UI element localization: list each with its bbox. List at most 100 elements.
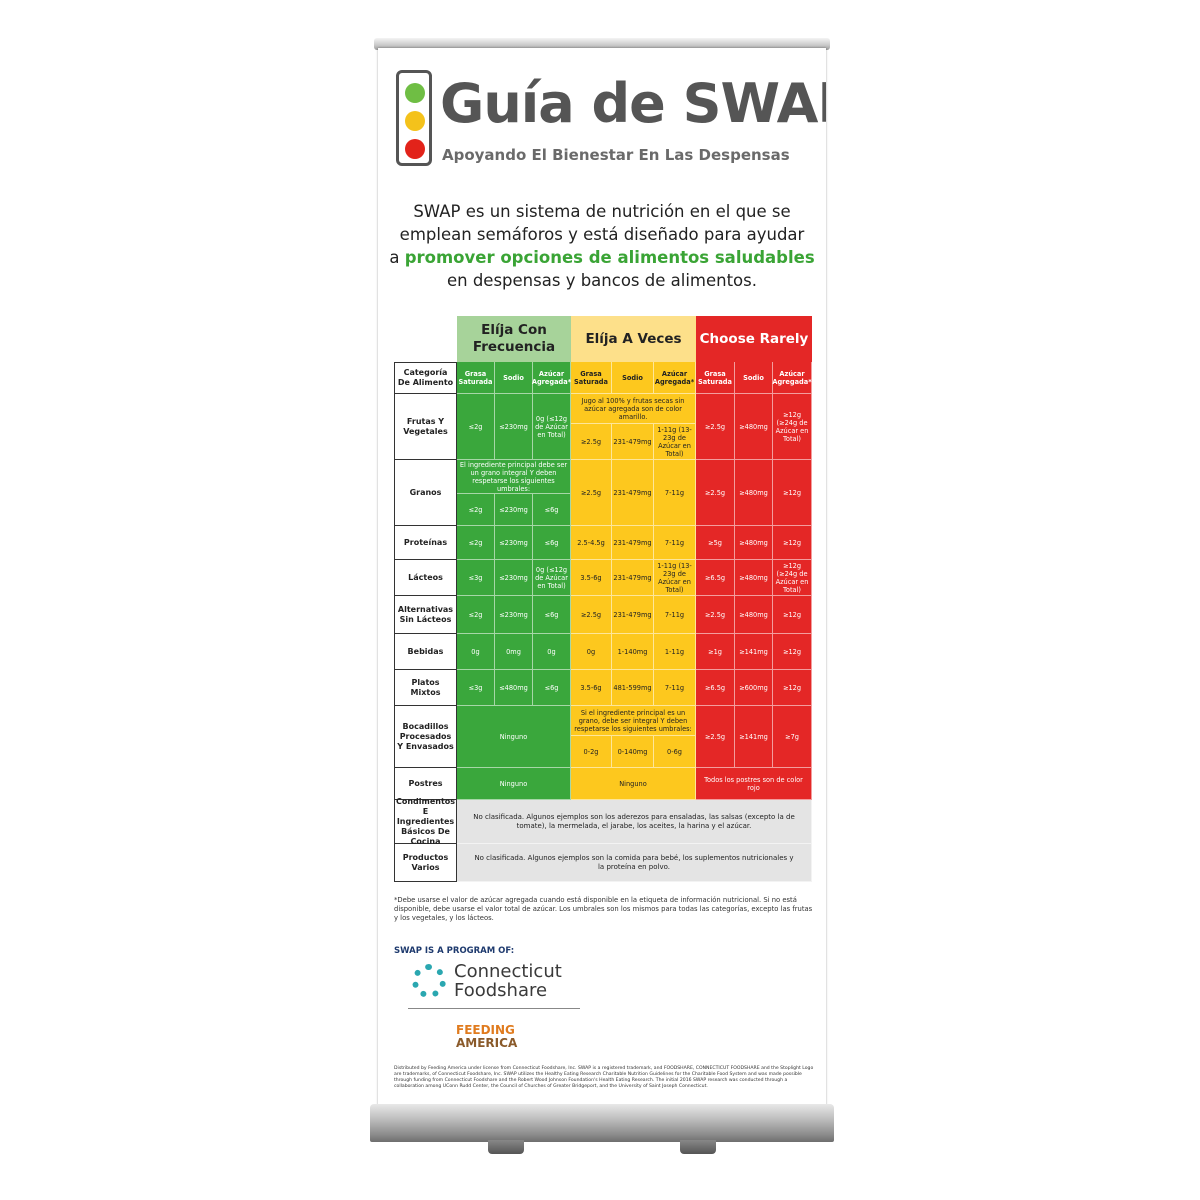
table-cell: ≥2.5g [696,706,735,768]
table-cell: ≥141mg [735,706,773,768]
table-cell: ≥2.5g [696,596,735,634]
table-cell: ≥2.5g [571,424,612,460]
table-cell: ≤230mg [495,526,533,560]
subheader-sodium: Sodio [735,362,773,394]
table-cell: 0g [571,634,612,670]
table-cell: 7-11g [654,596,696,634]
table-note: Jugo al 100% y frutas secas sin azúcar a… [571,394,696,424]
table-cell: ≤3g [457,560,495,596]
subheader-sugar: Azúcar Agregada* [772,362,812,394]
stand-foot-left [488,1140,524,1154]
row-label-lacteos: Lácteos [394,560,457,596]
table-cell: 0mg [495,634,533,670]
table-cell: ≥1g [696,634,735,670]
table-cell: 231-479mg [612,596,654,634]
program-label: SWAP IS A PROGRAM OF: [394,946,515,956]
table-cell: 1-11g (13-23g de Azúcar en Total) [654,560,696,596]
table-cell: 3.5-6g [571,560,612,596]
table-cell: ≥2.5g [571,596,612,634]
subheader-sodium: Sodio [495,362,533,394]
table-cell: 0-6g [654,736,696,768]
table-cell: ≥12g [773,526,812,560]
table-cell: 231-479mg [612,424,654,460]
table-cell: 0-140mg [612,736,654,768]
stoplight-logo [396,70,432,166]
page-subtitle: Apoyando El Bienestar En Las Despensas [442,146,790,164]
table-cell: ≤2g [457,596,495,634]
banner-stand-base [370,1104,834,1142]
subheader-fat: Grasa Saturada [696,362,735,394]
connecticut-foodshare-name: Connecticut Foodshare [454,961,562,1001]
table-cell: Ninguno [571,768,696,800]
table-cell: ≤6g [533,494,571,526]
row-label-proteinas: Proteínas [394,526,457,560]
table-cell: 231-479mg [612,460,654,526]
feeding-america-logo: FEEDING AMERICA [456,1023,518,1050]
table-cell: ≥12g [773,596,812,634]
table-cell: ≥2.5g [696,460,735,526]
table-cell: ≤2g [457,526,495,560]
table-cell: ≤3g [457,670,495,706]
table-cell: No clasificada. Algunos ejemplos son los… [457,800,812,844]
header-choose-sometimes: Elíja A Veces [571,316,696,362]
table-cell: 7-11g [654,460,696,526]
table-cell: ≥2.5g [571,460,612,526]
table-cell: Ninguno [457,706,571,768]
table-cell: ≥600mg [735,670,773,706]
table-cell: ≥12g [773,460,812,526]
table-cell: ≤2g [457,394,495,460]
table-cell: ≤230mg [495,596,533,634]
connecticut-foodshare-logo-icon [412,964,446,998]
table-cell: ≥480mg [735,596,773,634]
table-note: Si el ingrediente principal es un grano,… [571,706,696,736]
table-cell: ≤6g [533,526,571,560]
table-cell: ≥12g [773,634,812,670]
row-label-bebidas: Bebidas [394,634,457,670]
table-cell: 0g [457,634,495,670]
table-cell: 1-11g [654,634,696,670]
subheader-fat: Grasa Saturada [457,362,495,394]
row-label-frutas: Frutas Y Vegetales [394,394,457,460]
row-label-productos: Productos Varios [394,844,457,882]
table-cell: ≤230mg [495,560,533,596]
table-cell: ≥480mg [735,526,773,560]
subheader-sugar: Azúcar Agregada* [654,362,696,394]
apple-icon [405,83,425,103]
table-cell: ≥480mg [735,394,773,460]
table-cell: ≥12g [773,670,812,706]
table-cell: ≥6.5g [696,670,735,706]
banner-top-pole [374,38,830,50]
table-cell: ≥480mg [735,560,773,596]
table-cell: 0g [533,634,571,670]
stand-foot-right [680,1140,716,1154]
table-cell: 1-11g (13-23g de Azúcar en Total) [654,424,696,460]
table-cell: ≥7g [773,706,812,768]
subheader-sugar: Azúcar Agregada* [532,362,571,394]
donut-icon [405,139,425,159]
table-cell: ≥141mg [735,634,773,670]
table-cell: 7-11g [654,526,696,560]
divider [408,1008,580,1009]
table-cell: Ninguno [457,768,571,800]
page-title: Guía de SWAP® [440,72,826,135]
table-cell: 7-11g [654,670,696,706]
table-cell: 231-479mg [612,526,654,560]
row-label-granos: Granos [394,460,457,526]
intro-text: SWAP es un sistema de nutrición en el qu… [389,202,815,290]
table-cell: ≤2g [457,494,495,526]
table-cell: 231-479mg [612,560,654,596]
table-cell: ≤480mg [495,670,533,706]
row-label-postres: Postres [394,768,457,800]
table-cell: Todos los postres son de color rojo [696,768,812,800]
table-note: El ingrediente principal debe ser un gra… [457,460,571,494]
row-label-bocadillos: Bocadillos Procesados Y Envasados [394,706,457,768]
table-cell: 3.5-6g [571,670,612,706]
table-cell: No clasificada. Algunos ejemplos son la … [457,844,812,882]
table-cell: 1-140mg [612,634,654,670]
table-cell: ≥6.5g [696,560,735,596]
table-cell: ≤6g [533,670,571,706]
header-choose-often: Elíja Con Frecuencia [457,316,571,362]
table-cell: 0g (≤12g de Azúcar en Total) [533,560,571,596]
table-cell: ≥5g [696,526,735,560]
row-label-platos: Platos Mixtos [394,670,457,706]
